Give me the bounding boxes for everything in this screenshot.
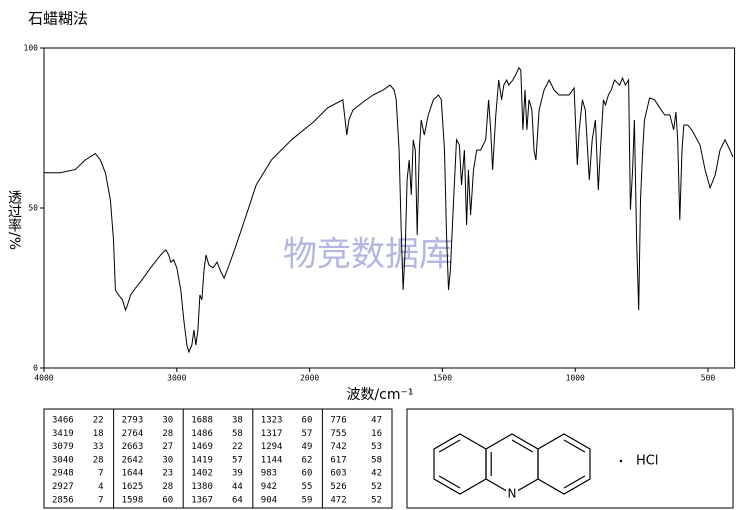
x-tick-label: 1500 bbox=[433, 374, 452, 383]
peak-transmittance: 55 bbox=[302, 482, 313, 492]
x-tick-label: 3000 bbox=[167, 374, 186, 383]
double-bond bbox=[438, 475, 461, 489]
page-title: 石蜡糊法 bbox=[28, 10, 88, 28]
peak-transmittance: 18 bbox=[93, 429, 104, 439]
y-tick-label: 0 bbox=[33, 364, 38, 373]
peak-transmittance: 28 bbox=[162, 482, 173, 492]
peak-wavenumber: 2948 bbox=[52, 469, 74, 479]
peak-wavenumber: 603 bbox=[330, 469, 346, 479]
peak-transmittance: 27 bbox=[162, 442, 173, 452]
peak-transmittance: 7 bbox=[98, 469, 103, 479]
peak-wavenumber: 1688 bbox=[191, 416, 213, 426]
peak-wavenumber: 1469 bbox=[191, 442, 213, 452]
peak-wavenumber: 526 bbox=[330, 482, 346, 492]
ring bbox=[537, 433, 591, 495]
peak-wavenumber: 776 bbox=[330, 416, 346, 426]
peak-wavenumber: 3040 bbox=[52, 455, 74, 465]
peak-transmittance: 57 bbox=[302, 429, 313, 439]
peak-transmittance: 53 bbox=[371, 442, 382, 452]
peak-transmittance: 44 bbox=[232, 482, 243, 492]
peak-wavenumber: 742 bbox=[330, 442, 346, 452]
y-axis-label: 透过率/% bbox=[6, 190, 22, 250]
peak-transmittance: 7 bbox=[98, 495, 103, 505]
x-tick-label: 4000 bbox=[34, 374, 53, 383]
peak-transmittance: 33 bbox=[93, 442, 104, 452]
peak-wavenumber: 1598 bbox=[122, 495, 144, 505]
peak-transmittance: 52 bbox=[371, 495, 382, 505]
peak-wavenumber: 3466 bbox=[52, 416, 74, 426]
peak-wavenumber: 904 bbox=[261, 495, 277, 505]
x-tick-label: 2000 bbox=[300, 374, 319, 383]
spectrum-line bbox=[44, 66, 734, 354]
peak-transmittance: 59 bbox=[302, 495, 313, 505]
peak-wavenumber: 2642 bbox=[122, 455, 144, 465]
peak-wavenumber: 1625 bbox=[122, 482, 144, 492]
peak-wavenumber: 2927 bbox=[52, 482, 74, 492]
peak-transmittance: 28 bbox=[93, 455, 104, 465]
peak-wavenumber: 1644 bbox=[122, 469, 144, 479]
double-bond bbox=[511, 439, 534, 453]
peak-wavenumber: 1144 bbox=[261, 455, 283, 465]
x-tick-label: 1000 bbox=[566, 374, 585, 383]
peak-transmittance: 42 bbox=[371, 469, 382, 479]
peak-wavenumber: 2663 bbox=[122, 442, 144, 452]
peak-transmittance: 28 bbox=[162, 429, 173, 439]
peak-transmittance: 47 bbox=[371, 416, 382, 426]
peak-wavenumber: 3079 bbox=[52, 442, 74, 452]
peak-transmittance: 52 bbox=[371, 482, 382, 492]
structure-frame bbox=[406, 408, 734, 509]
y-tick-label: 100 bbox=[24, 44, 39, 53]
y-tick-label: 50 bbox=[28, 204, 38, 213]
peak-wavenumber: 1419 bbox=[191, 455, 213, 465]
peak-transmittance: 30 bbox=[162, 416, 173, 426]
peak-table-frame bbox=[43, 408, 393, 509]
peak-transmittance: 62 bbox=[302, 455, 313, 465]
peak-transmittance: 58 bbox=[371, 455, 382, 465]
peak-wavenumber: 2793 bbox=[122, 416, 144, 426]
x-axis-label: 波数/cm⁻¹ bbox=[346, 387, 413, 403]
salt-dot bbox=[619, 459, 623, 463]
peak-transmittance: 49 bbox=[302, 442, 313, 452]
double-bond bbox=[438, 439, 461, 453]
peak-transmittance: 60 bbox=[302, 416, 313, 426]
peak-transmittance: 4 bbox=[98, 482, 103, 492]
peak-wavenumber: 2764 bbox=[122, 429, 144, 439]
atom-label: N bbox=[508, 487, 517, 501]
peak-transmittance: 39 bbox=[232, 469, 243, 479]
peak-wavenumber: 755 bbox=[330, 429, 346, 439]
peak-transmittance: 22 bbox=[93, 416, 104, 426]
peak-transmittance: 57 bbox=[232, 455, 243, 465]
peak-wavenumber: 942 bbox=[261, 482, 277, 492]
atom-mask bbox=[506, 487, 518, 501]
peak-wavenumber: 1486 bbox=[191, 429, 213, 439]
double-bond bbox=[563, 475, 586, 489]
peak-wavenumber: 1323 bbox=[261, 416, 283, 426]
peak-transmittance: 16 bbox=[371, 429, 382, 439]
peak-wavenumber: 617 bbox=[330, 455, 346, 465]
x-tick-label: 500 bbox=[701, 374, 716, 383]
peak-wavenumber: 1402 bbox=[191, 469, 213, 479]
double-bond bbox=[563, 439, 586, 453]
peak-transmittance: 60 bbox=[162, 495, 173, 505]
peak-wavenumber: 3419 bbox=[52, 429, 74, 439]
peak-transmittance: 23 bbox=[162, 469, 173, 479]
ring bbox=[433, 433, 487, 495]
peak-transmittance: 30 bbox=[162, 455, 173, 465]
peak-transmittance: 58 bbox=[232, 429, 243, 439]
peak-transmittance: 38 bbox=[232, 416, 243, 426]
peak-wavenumber: 472 bbox=[330, 495, 346, 505]
peak-wavenumber: 1294 bbox=[261, 442, 283, 452]
peak-transmittance: 64 bbox=[232, 495, 243, 505]
peak-transmittance: 22 bbox=[232, 442, 243, 452]
peak-wavenumber: 1367 bbox=[191, 495, 213, 505]
peak-wavenumber: 983 bbox=[261, 469, 277, 479]
watermark: 物竞数据库 bbox=[283, 235, 453, 275]
ring bbox=[485, 433, 539, 495]
peak-transmittance: 60 bbox=[302, 469, 313, 479]
peak-wavenumber: 2856 bbox=[52, 495, 74, 505]
peak-wavenumber: 1380 bbox=[191, 482, 213, 492]
peak-wavenumber: 1317 bbox=[261, 429, 283, 439]
salt-label: HCl bbox=[636, 454, 658, 469]
